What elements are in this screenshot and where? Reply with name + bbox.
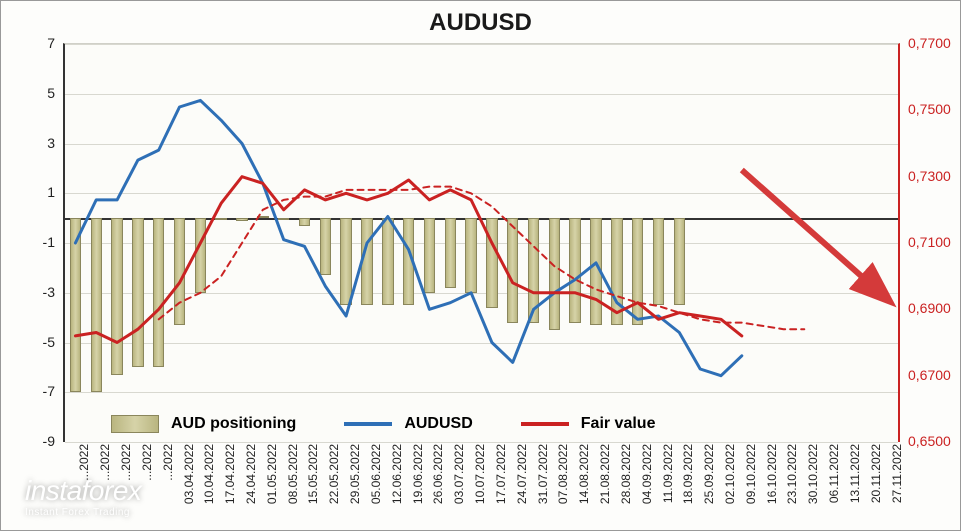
x-tick: 24.07.2022 <box>515 444 529 504</box>
y-right-tick: 0,7700 <box>908 35 951 51</box>
y-right-tick: 0,7100 <box>908 234 951 250</box>
x-tick: 02.10.2022 <box>723 444 737 504</box>
x-tick: 10.04.2022 <box>202 444 216 504</box>
x-tick: 29.05.2022 <box>348 444 362 504</box>
y-right-tick: 0,6700 <box>908 367 951 383</box>
x-tick: 17.04.2022 <box>223 444 237 504</box>
series-line <box>75 100 741 375</box>
y-left-tick: -5 <box>43 334 55 350</box>
y-right-tick: 0,7300 <box>908 168 951 184</box>
plot-area <box>63 43 900 442</box>
x-tick: 24.04.2022 <box>244 444 258 504</box>
x-tick: 03.04.2022 <box>182 444 196 504</box>
y-right-tick: 0,6500 <box>908 433 951 449</box>
x-tick: 09.10.2022 <box>744 444 758 504</box>
legend: AUD positioning AUDUSD Fair value <box>111 408 880 440</box>
x-tick: 21.08.2022 <box>598 444 612 504</box>
x-tick: 15.05.2022 <box>306 444 320 504</box>
x-tick: 01.05.2022 <box>265 444 279 504</box>
x-tick: 25.09.2022 <box>702 444 716 504</box>
legend-label-bars: AUD positioning <box>171 415 296 433</box>
x-tick: 22.05.2022 <box>327 444 341 504</box>
y-right-tick: 0,7500 <box>908 101 951 117</box>
x-tick: 18.09.2022 <box>681 444 695 504</box>
legend-swatch-line-2 <box>521 422 569 426</box>
x-tick: 30.10.2022 <box>806 444 820 504</box>
watermark-brand: instaforex <box>25 475 141 507</box>
x-tick: ...2022 <box>140 444 154 481</box>
legend-bars: AUD positioning <box>111 415 296 433</box>
x-tick: 16.10.2022 <box>765 444 779 504</box>
x-tick: 11.09.2022 <box>661 444 675 503</box>
watermark: instaforex Instant Forex Trading <box>25 475 141 518</box>
x-axis: ...2022...2022...2022...2022...202203.04… <box>63 444 900 528</box>
x-tick: 08.05.2022 <box>286 444 300 504</box>
x-tick: 19.06.2022 <box>411 444 425 504</box>
legend-label-line-2: Fair value <box>581 415 656 433</box>
x-tick: 26.06.2022 <box>431 444 445 504</box>
x-tick: 13.11.2022 <box>848 444 862 503</box>
x-tick: 07.08.2022 <box>556 444 570 504</box>
x-tick: 28.08.2022 <box>619 444 633 504</box>
x-tick: 04.09.2022 <box>640 444 654 504</box>
legend-swatch-bars <box>111 415 159 433</box>
y-right-tick: 0,6900 <box>908 300 951 316</box>
trend-arrow <box>742 170 888 299</box>
y-left-tick: 3 <box>47 135 55 151</box>
legend-line-1: AUDUSD <box>344 415 472 433</box>
legend-line-2: Fair value <box>521 415 656 433</box>
x-tick: 17.07.2022 <box>494 444 508 504</box>
x-tick: 27.11.2022 <box>890 444 904 503</box>
x-tick: 06.11.2022 <box>827 444 841 503</box>
chart-lines <box>65 44 898 442</box>
x-tick: 31.07.2022 <box>536 444 550 504</box>
chart-container: AUDUSD 7 5 3 1 -1 -3 -5 -7 -9 0,7700 0,7500 0,7300… <box>0 0 961 531</box>
y-left-tick: -1 <box>43 234 55 250</box>
y-left-tick: 1 <box>47 184 55 200</box>
x-tick: 03.07.2022 <box>452 444 466 504</box>
x-tick: ...2022 <box>161 444 175 481</box>
watermark-tagline: Instant Forex Trading <box>25 507 141 518</box>
y-axis-right: 0,77000,75000,73000,71000,69000,67000,65… <box>902 43 960 442</box>
x-tick: 14.08.2022 <box>577 444 591 504</box>
legend-label-line-1: AUDUSD <box>404 415 472 433</box>
y-left-tick: -7 <box>43 383 55 399</box>
y-left-tick: -3 <box>43 284 55 300</box>
x-tick: 23.10.2022 <box>785 444 799 504</box>
x-tick: 10.07.2022 <box>473 444 487 504</box>
legend-swatch-line-1 <box>344 422 392 426</box>
y-left-tick: 7 <box>47 35 55 51</box>
x-tick: 12.06.2022 <box>390 444 404 504</box>
y-left-tick: -9 <box>43 433 55 449</box>
series-line <box>159 187 805 330</box>
y-left-tick: 5 <box>47 85 55 101</box>
x-tick: 05.06.2022 <box>369 444 383 504</box>
x-tick: 20.11.2022 <box>869 444 883 503</box>
y-axis-left: 7531-1-3-5-7-9 <box>1 43 61 442</box>
chart-title: AUDUSD <box>1 9 960 37</box>
